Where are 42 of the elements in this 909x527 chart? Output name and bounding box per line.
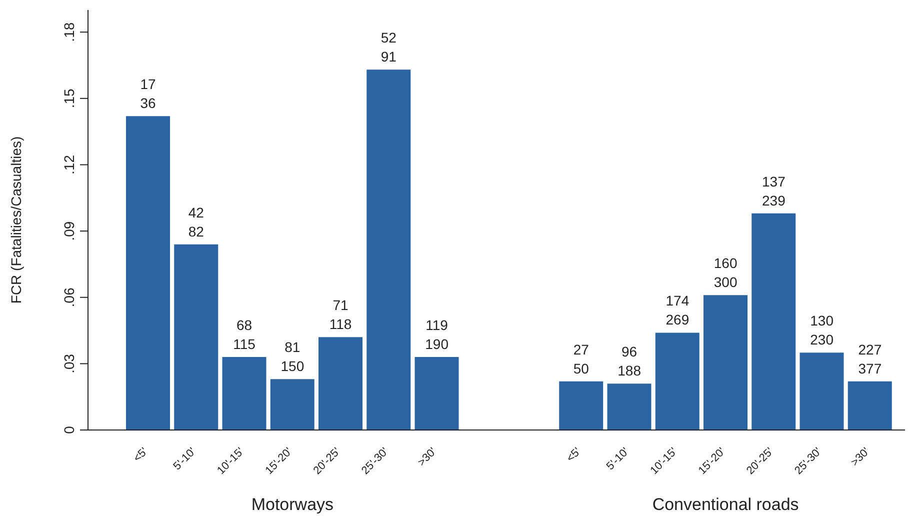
- bar: [848, 381, 892, 430]
- bar: [414, 357, 459, 430]
- x-tick-label: <5': [564, 446, 584, 464]
- y-axis-title: FCR (Fatalities/Casualties): [8, 136, 24, 304]
- bar: [222, 357, 266, 430]
- y-tick-label: 0: [61, 426, 77, 434]
- text: Conventional roads: [652, 495, 799, 514]
- annotation: 119 190: [425, 317, 449, 352]
- text: Motorways: [251, 495, 334, 514]
- y-tick-label: .09: [61, 221, 77, 241]
- annotation: 17 36: [140, 76, 156, 112]
- bar: [655, 332, 700, 430]
- bar: [704, 295, 748, 430]
- annotation: 130 230: [810, 312, 834, 348]
- bar: [607, 384, 652, 430]
- annotation: 27 50: [573, 341, 590, 376]
- y-tick-label: .12: [61, 154, 77, 174]
- annotation: 137 239: [762, 173, 786, 208]
- bar: [318, 337, 362, 430]
- x-tick-label: >30': [848, 446, 872, 469]
- bar: [366, 70, 411, 430]
- annotation: 68 115: [233, 317, 256, 352]
- bar: [752, 213, 796, 430]
- bar: [800, 352, 844, 430]
- x-tick-label: >30': [416, 446, 439, 469]
- y-tick-label: .06: [61, 287, 77, 308]
- bar: [559, 381, 604, 430]
- y-tick-label: .03: [61, 354, 77, 374]
- annotation: 52 91: [380, 30, 397, 65]
- x-tick-label: <5': [131, 446, 150, 464]
- annotation: 227 377: [858, 341, 882, 376]
- annotation: 81 150: [280, 339, 304, 374]
- annotation: 42 82: [188, 204, 204, 240]
- annotation: 174 269: [666, 292, 690, 328]
- bar: [126, 116, 170, 430]
- bar: [174, 244, 218, 430]
- annotation: 71 118: [329, 297, 352, 332]
- annotation: 160 300: [714, 255, 738, 290]
- bar: [270, 379, 314, 430]
- annotation: 96 188: [618, 344, 642, 379]
- y-tick-label: .15: [61, 88, 77, 108]
- y-tick-label: .18: [61, 22, 77, 42]
